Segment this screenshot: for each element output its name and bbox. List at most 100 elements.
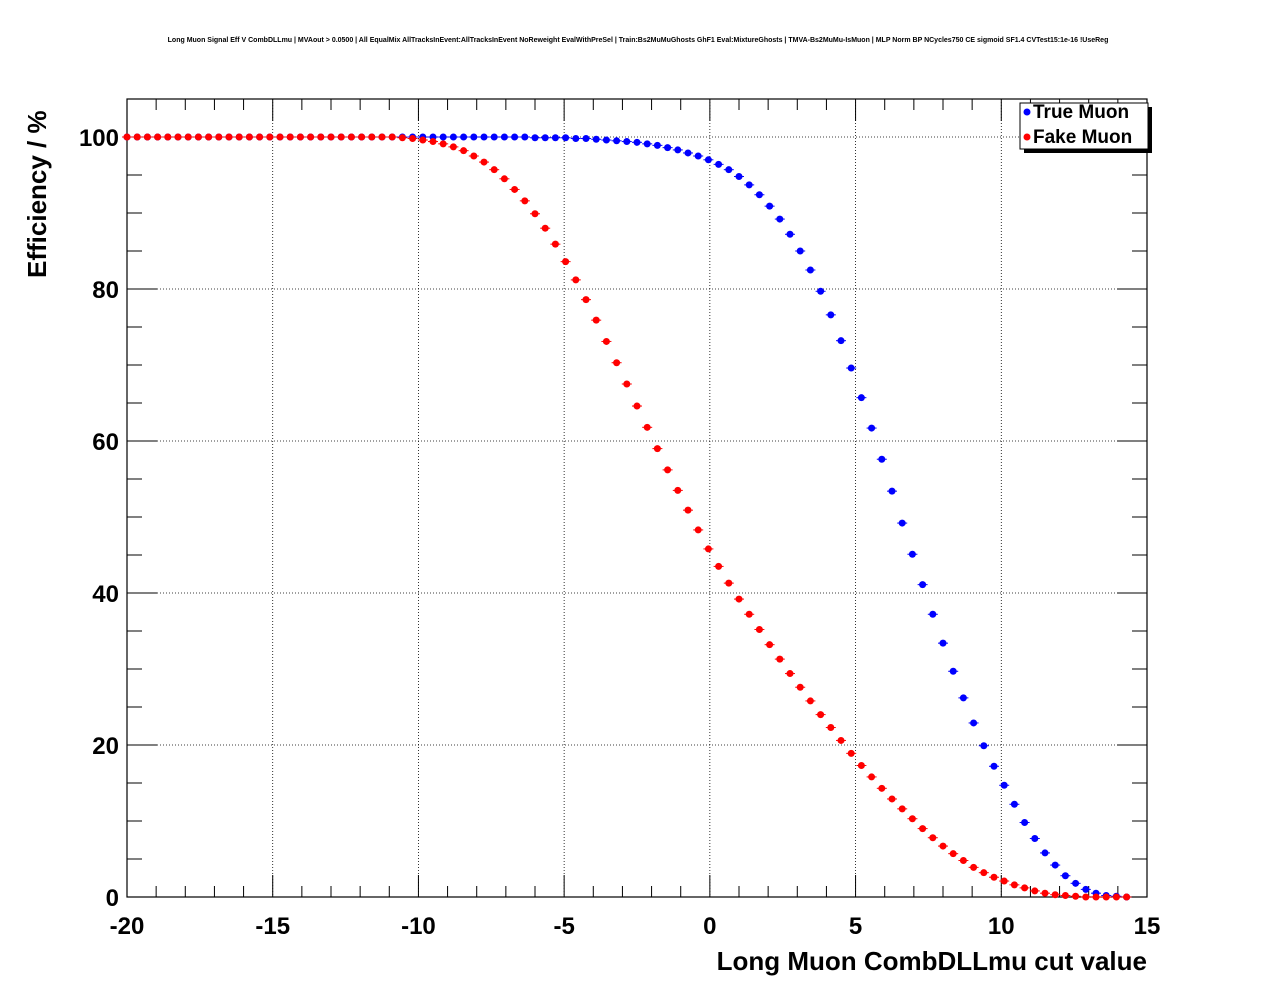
x-tick-label: 15 <box>1134 913 1161 940</box>
y-tick-labels: 0 20 40 60 80 100 <box>79 125 119 912</box>
data-point <box>623 138 631 146</box>
x-tick-label: 0 <box>703 913 716 940</box>
data-point <box>449 133 457 141</box>
data-point <box>235 133 243 141</box>
data-point <box>766 202 774 210</box>
data-point <box>511 185 519 193</box>
data-point <box>245 133 253 141</box>
series-fake-muon <box>122 133 1132 901</box>
data-point <box>460 147 468 155</box>
data-point <box>409 135 417 143</box>
data-point <box>388 133 396 141</box>
data-point <box>633 402 641 410</box>
data-point <box>735 173 743 181</box>
legend-marker-true-muon <box>1023 108 1031 116</box>
chart-title: Long Muon Signal Eff V CombDLLmu | MVAou… <box>168 37 1109 44</box>
data-point <box>796 247 804 255</box>
data-point <box>439 140 447 148</box>
data-point <box>480 133 488 141</box>
data-point <box>398 134 406 142</box>
data-point <box>715 562 723 570</box>
data-point <box>551 134 559 142</box>
data-point <box>653 445 661 453</box>
data-point <box>970 719 978 727</box>
data-point <box>847 364 855 372</box>
legend-marker-fake-muon <box>1023 133 1031 141</box>
data-point <box>368 133 376 141</box>
data-point <box>1112 893 1120 901</box>
data-point <box>684 149 692 157</box>
x-tick-label: -15 <box>255 913 290 940</box>
data-point <box>480 158 488 166</box>
data-point <box>225 133 233 141</box>
data-point <box>194 133 202 141</box>
data-point <box>419 136 427 144</box>
data-point <box>684 506 692 514</box>
data-point <box>898 805 906 813</box>
data-point <box>215 133 223 141</box>
data-point <box>439 133 447 141</box>
data-point <box>704 545 712 553</box>
data-point <box>857 762 865 770</box>
data-point <box>1041 889 1049 897</box>
data-point <box>888 795 896 803</box>
data-point <box>143 133 151 141</box>
data-point <box>725 166 733 174</box>
data-point <box>837 337 845 345</box>
data-point <box>837 736 845 744</box>
data-point <box>602 337 610 345</box>
data-point <box>694 526 702 534</box>
data-point <box>1123 893 1131 901</box>
data-point <box>949 850 957 858</box>
data-point <box>959 857 967 865</box>
data-point <box>796 683 804 691</box>
data-point <box>327 133 335 141</box>
data-point <box>664 466 672 474</box>
data-point <box>541 224 549 232</box>
data-point <box>613 137 621 145</box>
data-point <box>857 394 865 402</box>
legend: True Muon Fake Muon <box>1019 102 1152 153</box>
data-point <box>939 842 947 850</box>
data-point <box>276 133 284 141</box>
data-point <box>786 670 794 678</box>
data-point <box>562 134 570 142</box>
data-point <box>766 641 774 649</box>
data-point <box>358 133 366 141</box>
data-point <box>317 133 325 141</box>
legend-label-true-muon: True Muon <box>1033 102 1129 123</box>
data-point <box>378 133 386 141</box>
data-point <box>133 133 141 141</box>
data-point <box>592 316 600 324</box>
data-point <box>970 863 978 871</box>
data-point <box>623 380 631 388</box>
data-point <box>174 133 182 141</box>
data-point <box>980 869 988 877</box>
data-point <box>878 784 886 792</box>
legend-label-fake-muon: Fake Muon <box>1033 127 1132 148</box>
y-tick-label: 60 <box>92 429 119 456</box>
data-point <box>908 815 916 823</box>
data-point <box>521 133 529 141</box>
data-point <box>613 359 621 367</box>
data-point <box>1061 872 1069 880</box>
data-point <box>806 697 814 705</box>
data-point <box>1072 879 1080 887</box>
data-point <box>694 152 702 160</box>
data-point <box>1061 891 1069 899</box>
plot-frame <box>126 98 1148 898</box>
data-point <box>776 655 784 663</box>
data-point <box>735 595 743 603</box>
data-point <box>847 749 855 757</box>
data-point <box>1031 834 1039 842</box>
data-point <box>429 138 437 146</box>
x-tick-label: 10 <box>988 913 1015 940</box>
data-point <box>296 133 304 141</box>
data-point <box>500 133 508 141</box>
data-point <box>511 133 519 141</box>
data-point <box>1041 849 1049 857</box>
x-tick-labels: -20 -15 -10 -5 0 5 10 15 <box>110 913 1161 940</box>
data-point <box>827 311 835 319</box>
data-point <box>266 133 274 141</box>
x-axis-title: Long Muon CombDLLmu cut value <box>717 946 1147 976</box>
